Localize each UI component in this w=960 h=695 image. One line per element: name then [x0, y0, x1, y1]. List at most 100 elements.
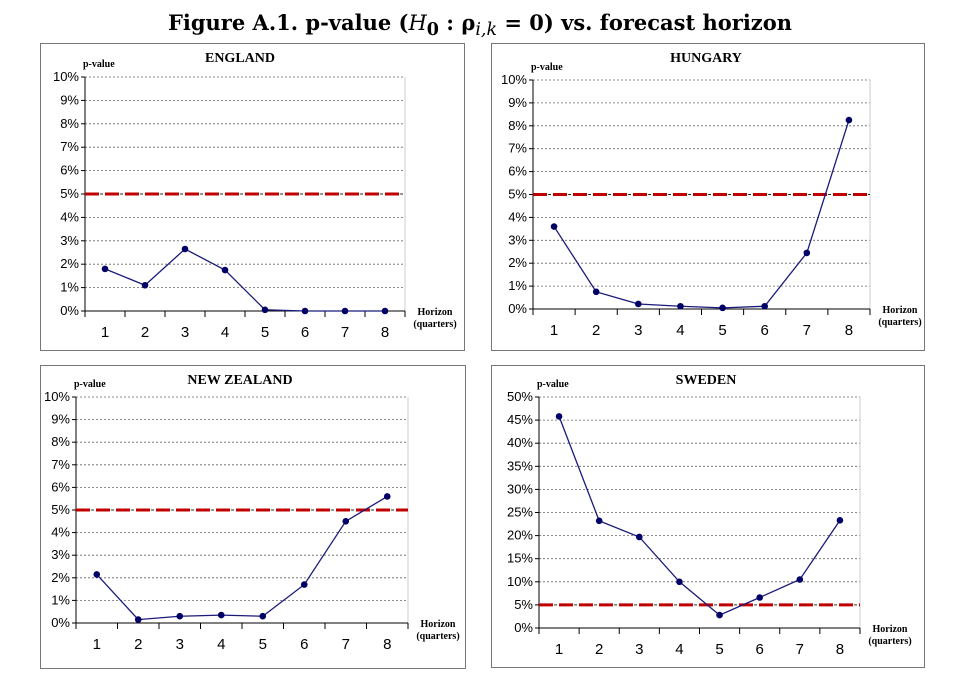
- data-point: [796, 576, 804, 583]
- x-tick-label: 4: [217, 636, 225, 653]
- data-point: [101, 265, 109, 273]
- data-point: [341, 307, 349, 315]
- x-tick-label: 1: [550, 322, 558, 339]
- data-point: [141, 281, 149, 289]
- chart-hungary: 0% 1% 2% 3% 4% 5% 6% 7% 8% 9% 10% 1 2 3 4 5 6 7 8 HUNGARY p-…: [491, 43, 925, 351]
- y-tick-label: 5%: [51, 502, 70, 517]
- x-tick-label: 8: [383, 636, 391, 653]
- data-point: [803, 249, 811, 257]
- figure-title: Figure A.1. p-value (H0 : ρi,k = 0) vs. …: [167, 10, 793, 41]
- x-tick-label: 4: [675, 641, 683, 658]
- y-tick-label: 50%: [507, 389, 533, 404]
- y-tick-label: 7%: [60, 139, 79, 154]
- y-tick-label: 7%: [508, 141, 527, 156]
- chart-title: HUNGARY: [670, 51, 742, 66]
- y-tick-label: 1%: [51, 592, 70, 607]
- x-tick-label: 8: [845, 322, 853, 339]
- x-tick-label: 5: [259, 636, 267, 653]
- data-point: [550, 223, 558, 230]
- y-tick-label: 10%: [501, 72, 527, 87]
- x-axis-label-unit: (quarters): [878, 317, 921, 328]
- x-tick-label: 2: [592, 322, 600, 339]
- chart-title: SWEDEN: [676, 373, 737, 388]
- data-point: [261, 306, 269, 314]
- data-point: [259, 612, 267, 620]
- y-tick-label: 7%: [51, 457, 70, 472]
- chart-title: ENGLAND: [205, 51, 275, 66]
- data-point: [381, 307, 389, 315]
- y-tick-label: 0%: [51, 615, 70, 630]
- x-tick-label: 1: [555, 641, 563, 658]
- x-tick-label: 6: [300, 636, 308, 653]
- y-tick-label: 0%: [508, 301, 527, 316]
- panel-border: [491, 365, 925, 668]
- x-tick-label: 7: [341, 324, 349, 341]
- y-tick-label: 8%: [51, 434, 70, 449]
- y-tick-label: 10%: [53, 69, 79, 84]
- data-point: [217, 611, 225, 619]
- data-point: [761, 302, 768, 310]
- y-tick-label: 5%: [508, 187, 527, 202]
- y-tick-label: 10%: [44, 389, 70, 404]
- y-tick-label: 9%: [508, 95, 527, 110]
- data-point: [181, 245, 189, 253]
- y-tick-label: 6%: [51, 479, 70, 494]
- x-tick-label: 6: [761, 322, 769, 339]
- data-point: [383, 493, 391, 500]
- x-axis-label: Horizon: [418, 307, 453, 318]
- chart-sweden: 0% 5% 10% 15% 20% 25% 30% 35% 40% 45% 50% 1 2 3 4 5 6 7 8 S…: [491, 365, 925, 668]
- y-tick-label: 3%: [508, 232, 527, 247]
- x-axis-label-unit: (quarters): [416, 631, 459, 642]
- y-tick-label: 8%: [508, 118, 527, 133]
- x-tick-label: 1: [101, 324, 109, 341]
- data-point: [676, 578, 683, 586]
- data-point: [836, 517, 844, 524]
- y-axis-label: p-value: [83, 59, 115, 70]
- x-tick-label: 3: [181, 324, 189, 341]
- y-tick-label: 25%: [507, 505, 533, 520]
- data-point: [756, 594, 763, 601]
- series-line: [96, 495, 388, 621]
- panel-border: [40, 43, 465, 351]
- y-tick-label: 3%: [51, 547, 70, 562]
- data-point: [635, 300, 642, 308]
- data-point: [301, 307, 309, 315]
- x-axis-label: Horizon: [421, 619, 456, 630]
- x-tick-label: 3: [176, 636, 184, 653]
- y-axis-label: p-value: [74, 379, 106, 390]
- x-tick-label: 3: [635, 641, 643, 658]
- chart-title: NEW ZEALAND: [187, 373, 292, 388]
- y-tick-label: 2%: [51, 570, 70, 585]
- x-tick-label: 5: [715, 641, 723, 658]
- y-tick-label: 9%: [51, 412, 70, 427]
- data-point: [595, 517, 603, 525]
- y-tick-label: 5%: [514, 597, 533, 612]
- x-axis-label: Horizon: [873, 624, 908, 635]
- data-point: [716, 611, 723, 619]
- data-point: [636, 533, 643, 541]
- x-tick-label: 7: [796, 641, 804, 658]
- y-tick-label: 45%: [507, 412, 533, 427]
- y-tick-label: 35%: [507, 458, 533, 473]
- series-line: [558, 416, 841, 616]
- series-line: [104, 248, 385, 312]
- y-tick-label: 20%: [507, 528, 533, 543]
- x-tick-label: 2: [595, 641, 603, 658]
- panel-border: [491, 43, 925, 351]
- series-line: [553, 119, 850, 309]
- x-tick-label: 4: [676, 322, 684, 339]
- y-tick-label: 6%: [508, 164, 527, 179]
- x-tick-label: 1: [93, 636, 101, 653]
- y-tick-label: 4%: [60, 209, 79, 224]
- x-tick-label: 7: [342, 636, 350, 653]
- x-axis-label-unit: (quarters): [868, 636, 911, 647]
- x-tick-label: 7: [803, 322, 811, 339]
- x-tick-label: 2: [134, 636, 142, 653]
- y-tick-label: 0%: [60, 303, 79, 318]
- y-axis-label: p-value: [531, 62, 563, 73]
- data-point: [592, 288, 600, 296]
- panel-border: [40, 365, 466, 669]
- y-tick-label: 2%: [508, 255, 527, 270]
- y-tick-label: 15%: [507, 551, 533, 566]
- data-point: [555, 413, 563, 420]
